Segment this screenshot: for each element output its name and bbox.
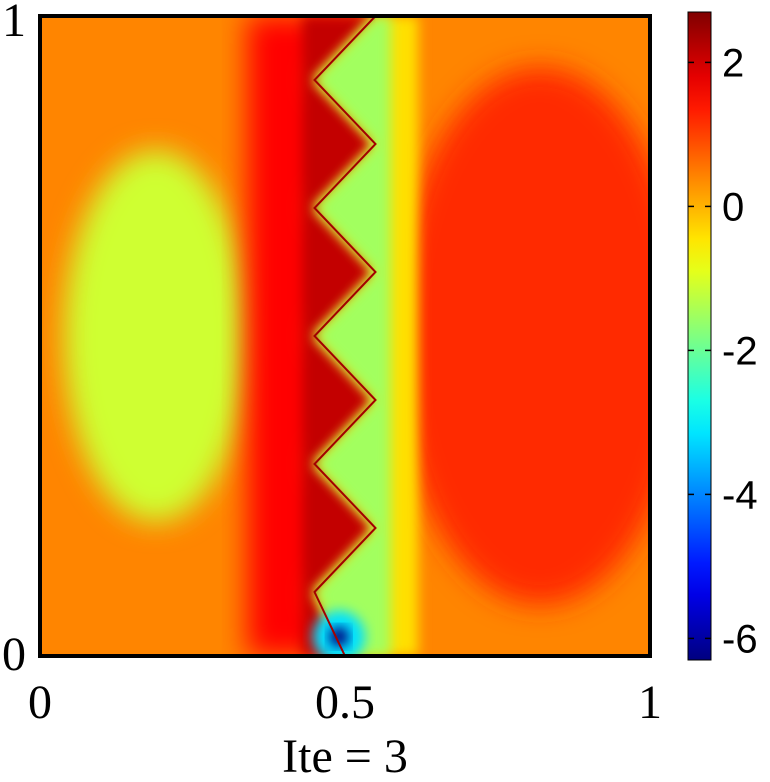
colorbar-tick-label: -2	[722, 329, 758, 373]
x-axis-label: Ite = 3	[282, 730, 408, 782]
y-tick-label: 1	[2, 0, 26, 47]
colorbar-tick-label: 2	[722, 41, 744, 85]
heatmap-field	[40, 16, 650, 656]
colorbar-tick-label: 0	[722, 185, 744, 229]
field-blob-1	[393, 67, 650, 605]
interface-right-band	[314, 16, 391, 656]
axes-frame	[38, 14, 652, 658]
x-tick-label: 0	[28, 676, 52, 729]
y-tick-label: 0	[2, 628, 26, 681]
x-tick-label: 0.5	[315, 676, 375, 729]
colorbar-tick-label: -6	[722, 617, 758, 661]
colorbar-tick-label: -4	[722, 473, 758, 517]
interface-left-band	[302, 16, 376, 656]
x-tick-label: 1	[638, 676, 662, 729]
y-tick-labels: 01	[2, 0, 26, 681]
field-blob-0	[64, 150, 248, 522]
interface-line	[313, 16, 377, 656]
colorbar-tick-labels: 2 0 -2 -4 -6	[688, 41, 758, 661]
x-tick-labels: 0 0.5 1	[28, 676, 662, 729]
colorbar	[687, 11, 712, 661]
